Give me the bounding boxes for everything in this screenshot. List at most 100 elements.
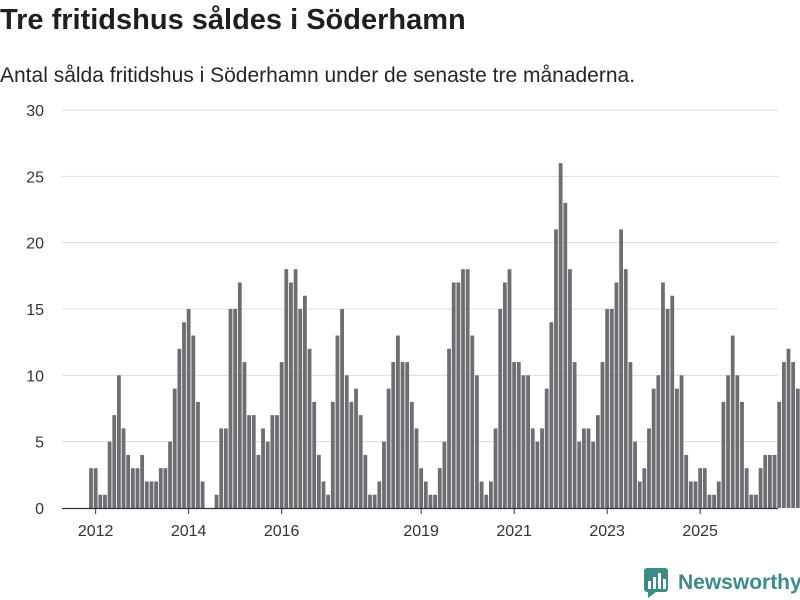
bar xyxy=(577,441,582,508)
x-tick-label: 2023 xyxy=(589,523,625,540)
bar xyxy=(702,468,707,508)
bar xyxy=(354,388,358,508)
bar xyxy=(423,481,428,508)
bar xyxy=(716,481,721,508)
bar xyxy=(298,309,303,508)
bar xyxy=(316,454,321,508)
bar xyxy=(470,335,475,508)
bar xyxy=(93,468,98,508)
bar xyxy=(284,269,289,508)
bar xyxy=(382,441,386,508)
bar xyxy=(544,388,549,508)
y-tick-label: 30 xyxy=(26,103,44,120)
bar xyxy=(651,388,656,508)
bar xyxy=(693,481,698,508)
bar xyxy=(214,494,219,508)
bar xyxy=(768,454,772,508)
bar xyxy=(261,428,265,508)
bar xyxy=(572,362,577,508)
bar xyxy=(428,494,433,508)
bar xyxy=(279,362,284,508)
bar xyxy=(763,454,768,508)
x-tick-label: 2021 xyxy=(496,523,532,540)
bar xyxy=(372,494,377,508)
brand-logo: Newsworthy xyxy=(644,568,800,598)
bar xyxy=(786,348,791,508)
bar xyxy=(605,309,610,508)
bar xyxy=(633,441,637,508)
bar xyxy=(349,401,354,508)
bar xyxy=(186,309,191,508)
bar xyxy=(568,269,572,508)
bar xyxy=(200,481,205,508)
bar xyxy=(740,401,744,508)
x-tick-label: 2014 xyxy=(171,523,207,540)
bar xyxy=(98,494,103,508)
bar xyxy=(507,269,512,508)
bar xyxy=(656,375,661,508)
bar xyxy=(163,468,168,508)
bar xyxy=(749,494,754,508)
bar xyxy=(679,375,684,508)
bar xyxy=(307,348,312,508)
bar xyxy=(154,481,158,508)
bar xyxy=(335,335,340,508)
bar xyxy=(484,494,489,508)
bar xyxy=(535,441,540,508)
bar xyxy=(465,269,470,508)
bar xyxy=(791,362,796,508)
bar xyxy=(688,481,693,508)
bar xyxy=(512,362,517,508)
bar xyxy=(400,362,405,508)
bar xyxy=(182,322,186,508)
bar xyxy=(670,295,675,508)
bar xyxy=(293,269,298,508)
chart-title: Tre fritidshus såldes i Söderhamn xyxy=(0,4,466,36)
bar xyxy=(554,229,558,508)
bar xyxy=(112,415,117,508)
bar xyxy=(414,428,419,508)
bar xyxy=(177,348,182,508)
bar xyxy=(270,415,275,508)
bar xyxy=(475,375,479,508)
bar xyxy=(233,309,238,508)
bar xyxy=(396,335,400,508)
bar xyxy=(340,309,344,508)
bar xyxy=(516,362,521,508)
brand-name: Newsworthy xyxy=(678,571,800,594)
x-tick-label: 2019 xyxy=(403,523,439,540)
bar xyxy=(498,309,503,508)
bar xyxy=(437,468,442,508)
y-tick-label: 25 xyxy=(26,169,44,186)
bar xyxy=(326,494,331,508)
bar xyxy=(619,229,623,508)
x-tick-label: 2012 xyxy=(78,523,114,540)
bar xyxy=(712,494,716,508)
bar xyxy=(521,375,526,508)
bar xyxy=(530,428,535,508)
bar xyxy=(586,428,591,508)
bar xyxy=(419,468,424,508)
bar xyxy=(461,269,465,508)
bar xyxy=(144,481,149,508)
bar xyxy=(303,295,307,508)
bar xyxy=(265,441,270,508)
bar xyxy=(684,454,689,508)
bar xyxy=(247,415,251,508)
bar xyxy=(614,282,619,508)
bar xyxy=(526,375,530,508)
bar xyxy=(442,441,447,508)
bar xyxy=(777,401,782,508)
bar xyxy=(628,362,633,508)
y-tick-label: 0 xyxy=(35,501,44,518)
bar xyxy=(661,282,665,508)
bar xyxy=(479,481,484,508)
bar xyxy=(637,481,642,508)
bar xyxy=(735,375,740,508)
bar xyxy=(219,428,224,508)
bar xyxy=(698,468,703,508)
bar xyxy=(754,494,758,508)
bar xyxy=(196,401,200,508)
bar xyxy=(609,309,614,508)
